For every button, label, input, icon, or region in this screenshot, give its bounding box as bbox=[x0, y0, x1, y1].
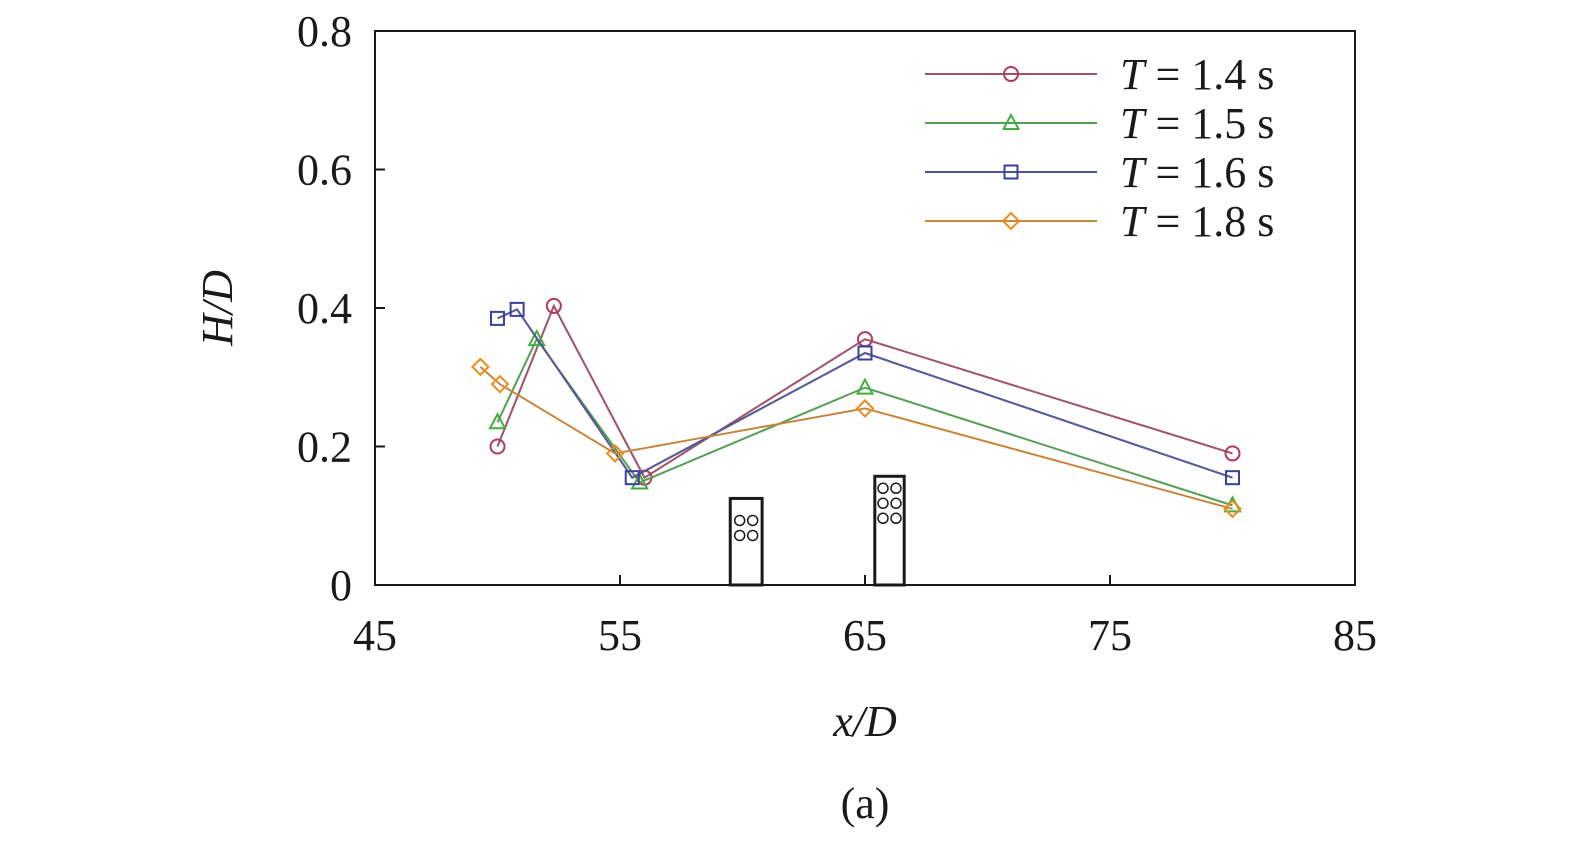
data-point bbox=[624, 470, 640, 486]
x-tick-label: 85 bbox=[1333, 611, 1377, 660]
structure-1-pile bbox=[733, 514, 746, 527]
structure-1 bbox=[728, 496, 764, 587]
data-point bbox=[855, 377, 875, 395]
data-point bbox=[545, 297, 562, 314]
data-point bbox=[1223, 499, 1242, 519]
ticks-layer: 45 55 65 75 85 0 0.2 0.4 0.6 0.8 bbox=[297, 7, 1377, 660]
data-point bbox=[855, 398, 875, 418]
data-point bbox=[630, 472, 649, 490]
x-axis-label: x/D bbox=[832, 697, 897, 746]
legend-label: T = 1.8 s bbox=[1120, 197, 1274, 246]
series-1 bbox=[489, 297, 1241, 486]
x-tick-label: 55 bbox=[598, 611, 642, 660]
structure-1-pile bbox=[746, 529, 759, 542]
structures-layer bbox=[728, 474, 906, 587]
legend-label: T = 1.6 s bbox=[1120, 148, 1274, 197]
series-3 bbox=[490, 301, 1240, 486]
data-point bbox=[1224, 445, 1241, 462]
structure-2-pile bbox=[890, 482, 902, 495]
series-line-shadow bbox=[496, 304, 1233, 479]
x-tick-label: 65 bbox=[843, 611, 887, 660]
series-line-shadow bbox=[496, 337, 1233, 506]
x-tick-label: 45 bbox=[353, 611, 397, 660]
legend-marker bbox=[1001, 211, 1021, 231]
y-tick-label: 0 bbox=[330, 561, 352, 610]
x-tick-label: 75 bbox=[1088, 611, 1132, 660]
structure-1-pile bbox=[746, 514, 759, 527]
series-layer bbox=[470, 297, 1242, 519]
series-line bbox=[479, 366, 1233, 510]
legend-label: T = 1.5 s bbox=[1120, 99, 1274, 148]
series-4 bbox=[470, 357, 1242, 519]
data-point bbox=[490, 374, 510, 394]
series-line bbox=[496, 337, 1233, 507]
data-point bbox=[488, 412, 507, 430]
y-axis-label: H/D bbox=[193, 270, 242, 347]
y-tick-label: 0.6 bbox=[297, 146, 352, 195]
panel-label: (a) bbox=[841, 779, 890, 828]
structure-1-pile bbox=[733, 529, 746, 542]
y-tick-label: 0.4 bbox=[297, 284, 352, 333]
legend-marker bbox=[1003, 66, 1019, 82]
legend-marker bbox=[1001, 112, 1021, 130]
structure-2 bbox=[873, 474, 906, 587]
legend-marker bbox=[1003, 164, 1019, 180]
data-point bbox=[509, 301, 525, 317]
structure-2-pile bbox=[890, 497, 902, 510]
data-point bbox=[857, 345, 873, 361]
y-tick-label: 0.8 bbox=[297, 7, 352, 56]
series-line-shadow bbox=[479, 366, 1233, 510]
data-point bbox=[605, 444, 625, 463]
y-tick-label: 0.2 bbox=[297, 423, 352, 472]
structure-2-pile bbox=[877, 482, 889, 495]
data-point bbox=[470, 357, 490, 377]
data-point bbox=[489, 438, 506, 455]
data-point bbox=[490, 310, 505, 326]
structure-2-pile bbox=[877, 497, 889, 510]
legend-label: T = 1.4 s bbox=[1120, 50, 1274, 99]
data-point bbox=[1225, 470, 1240, 486]
data-point bbox=[527, 329, 546, 347]
legend: T = 1.4 sT = 1.5 sT = 1.6 sT = 1.8 s bbox=[925, 50, 1274, 246]
structure-2-pile bbox=[877, 512, 889, 525]
structure-2-pile bbox=[890, 512, 902, 525]
